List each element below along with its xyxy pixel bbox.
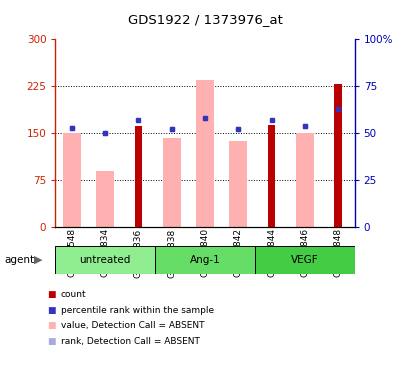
Text: VEGF: VEGF (290, 255, 318, 265)
Bar (267, 125, 274, 227)
Bar (295, 133, 313, 227)
Text: agent: agent (4, 255, 34, 265)
Bar (334, 84, 341, 227)
Bar (63, 133, 81, 227)
Text: value, Detection Call = ABSENT: value, Detection Call = ABSENT (61, 321, 204, 330)
Text: ■: ■ (47, 321, 56, 330)
Bar (254, 246, 354, 274)
Text: ■: ■ (47, 290, 56, 299)
Bar (196, 80, 213, 227)
Text: GDS1922 / 1373976_at: GDS1922 / 1373976_at (127, 13, 282, 26)
Text: ■: ■ (47, 306, 56, 315)
Bar (155, 246, 254, 274)
Bar (55, 246, 155, 274)
Text: ■: ■ (47, 337, 56, 346)
Bar (135, 126, 142, 227)
Text: count: count (61, 290, 86, 299)
Text: ▶: ▶ (34, 255, 42, 265)
Text: untreated: untreated (79, 255, 130, 265)
Bar (96, 171, 114, 227)
Text: rank, Detection Call = ABSENT: rank, Detection Call = ABSENT (61, 337, 199, 346)
Text: Ang-1: Ang-1 (189, 255, 220, 265)
Text: percentile rank within the sample: percentile rank within the sample (61, 306, 213, 315)
Bar (229, 141, 247, 227)
Bar (162, 138, 180, 227)
